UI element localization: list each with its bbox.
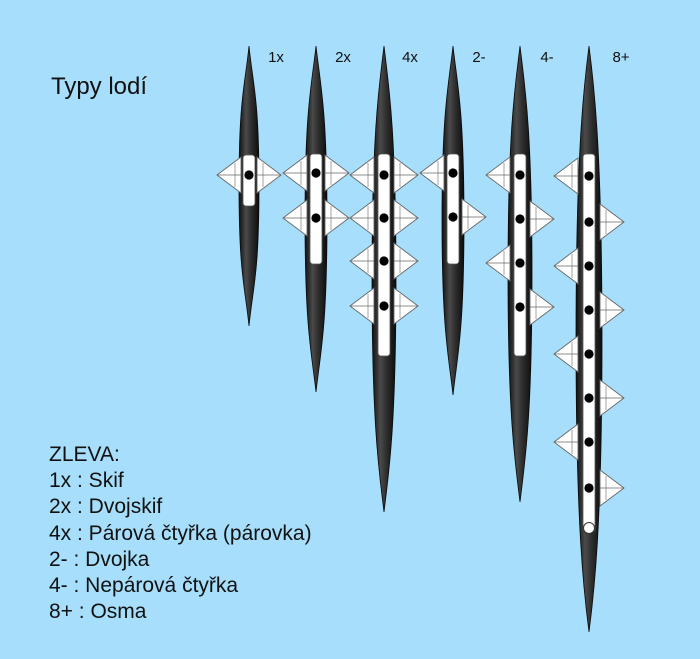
seat	[311, 213, 321, 223]
boat-1x	[216, 45, 282, 327]
legend-item-1x: 1x : Skif	[49, 469, 124, 493]
seat	[584, 437, 594, 447]
seat	[379, 170, 389, 180]
seat	[584, 261, 594, 271]
deck-strip	[309, 153, 323, 265]
deck-strip	[513, 153, 527, 357]
boat-8+	[553, 45, 625, 633]
legend-item-4x: 4x : Párová čtyřka (párovka)	[49, 521, 312, 545]
boat-4-	[485, 45, 555, 503]
seat	[379, 301, 389, 311]
seat	[244, 170, 254, 180]
seat	[584, 483, 594, 493]
seat	[448, 212, 458, 222]
deck-strip	[582, 153, 596, 533]
seat	[515, 214, 525, 224]
seat	[515, 258, 525, 268]
boat-label-2-: 2-	[472, 49, 485, 66]
seat	[584, 393, 594, 403]
legend-heading: ZLEVA:	[49, 443, 120, 466]
legend-item-8+: 8+ : Osma	[49, 600, 147, 624]
cox-seat	[583, 522, 595, 534]
deck-strip	[242, 154, 256, 207]
deck-strip	[377, 153, 391, 357]
boat-label-4-: 4-	[540, 49, 553, 66]
boat-4x	[349, 45, 419, 513]
seat	[584, 217, 594, 227]
legend: ZLEVA: 1x : Skif 2x : Dvojskif 4x : Páro…	[49, 442, 312, 625]
legend-item-2-: 2- : Dvojka	[49, 547, 150, 571]
boat-2-	[419, 45, 487, 396]
boat-label-4x: 4x	[402, 49, 418, 66]
seat	[515, 302, 525, 312]
boat-label-1x: 1x	[268, 49, 284, 66]
boat-2x	[282, 45, 350, 393]
seat	[448, 168, 458, 178]
legend-item-4-: 4- : Nepárová čtyřka	[49, 574, 239, 598]
boat-label-8+: 8+	[612, 49, 629, 66]
seat	[379, 256, 389, 266]
boat-label-2x: 2x	[335, 49, 351, 66]
diagram-title: Typy lodí	[51, 73, 148, 100]
seat	[584, 305, 594, 315]
seat	[584, 171, 594, 181]
deck-strip	[446, 153, 460, 265]
seat	[379, 213, 389, 223]
legend-item-2x: 2x : Dvojskif	[49, 495, 163, 519]
seat	[515, 170, 525, 180]
seat	[311, 168, 321, 178]
seat	[584, 349, 594, 359]
